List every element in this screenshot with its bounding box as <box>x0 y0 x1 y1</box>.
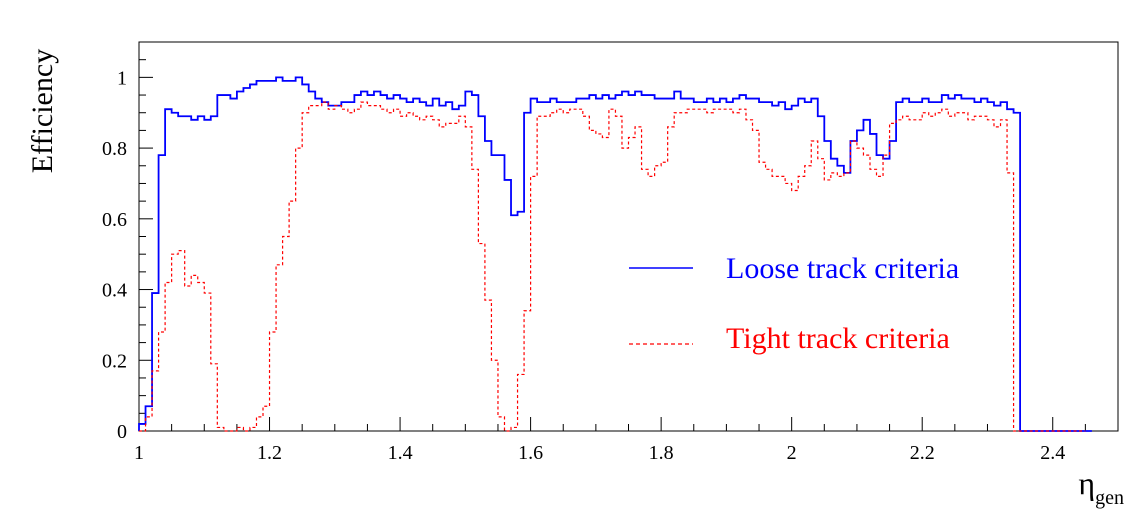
legend: Loose track criteria Tight track criteri… <box>629 252 959 355</box>
x-tick-label: 2.4 <box>1040 442 1065 464</box>
y-tick-label: 1 <box>117 67 127 89</box>
series-layer <box>138 76 1092 432</box>
x-tick-label: 2 <box>787 442 797 464</box>
x-tick-label: 1.6 <box>518 442 543 464</box>
legend-label-tight: Tight track criteria <box>726 322 950 355</box>
plot-frame <box>138 41 1119 432</box>
y-tick-label: 0 <box>117 421 127 443</box>
x-tick-label: 1 <box>134 442 144 464</box>
x-axis-title-sub: gen <box>1095 487 1124 509</box>
series-line-loose <box>138 76 1092 432</box>
x-axis-title-main: η <box>1078 465 1095 501</box>
x-tick-label: 1.8 <box>649 442 674 464</box>
x-tick-label: 1.4 <box>388 442 413 464</box>
x-axis-title: ηgen <box>1078 465 1124 509</box>
x-tick-label: 1.2 <box>257 442 282 464</box>
x-tick-label: 2.2 <box>910 442 935 464</box>
legend-label-loose: Loose track criteria <box>726 252 959 285</box>
y-axis-title: Efficiency <box>26 49 59 173</box>
y-tick-label: 0.2 <box>102 350 127 372</box>
ticks-layer: 1 1.2 1.4 1.6 1.8 2 2.2 2.4 0 0.2 0.4 0.6 0.8 1 <box>102 41 1119 464</box>
y-tick-label: 0.4 <box>102 280 127 302</box>
series-line-tight <box>139 101 1086 432</box>
y-tick-label: 0.8 <box>102 138 127 160</box>
y-tick-label: 0.6 <box>102 209 127 231</box>
